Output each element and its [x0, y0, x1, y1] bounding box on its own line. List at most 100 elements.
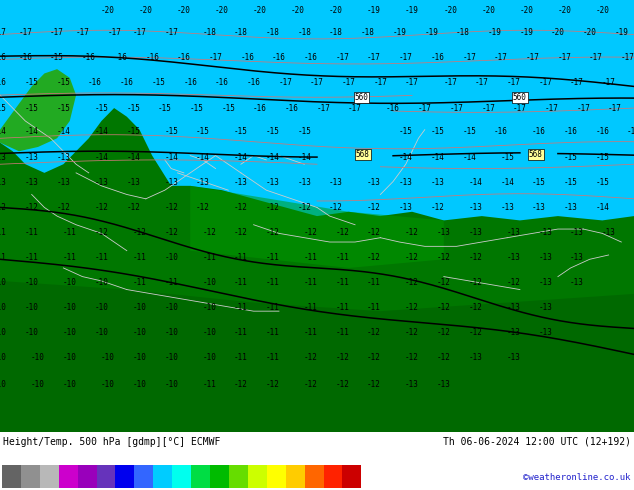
Text: -17: -17	[513, 103, 527, 113]
Text: -13: -13	[507, 228, 521, 237]
Text: -20: -20	[583, 28, 597, 37]
Text: -11: -11	[0, 253, 7, 262]
Text: -12: -12	[25, 203, 39, 212]
Text: -12: -12	[94, 228, 108, 237]
Text: -11: -11	[164, 278, 178, 287]
Text: -15: -15	[221, 103, 235, 113]
Text: -11: -11	[202, 380, 216, 389]
Text: -15: -15	[266, 127, 280, 136]
Text: -12: -12	[234, 228, 248, 237]
Text: -17: -17	[450, 103, 463, 113]
Text: -17: -17	[475, 77, 489, 87]
Text: -15: -15	[0, 103, 7, 113]
Bar	[342, 465, 361, 488]
Text: -15: -15	[190, 103, 204, 113]
Text: -16: -16	[304, 53, 318, 62]
Text: -15: -15	[50, 53, 64, 62]
Text: -10: -10	[94, 278, 108, 287]
Text: -18: -18	[266, 28, 280, 37]
Bar	[77, 465, 96, 488]
Text: -20: -20	[253, 6, 267, 15]
Bar	[40, 465, 59, 488]
Text: -17: -17	[335, 53, 349, 62]
Text: -12: -12	[196, 203, 210, 212]
Text: -13: -13	[538, 278, 552, 287]
Text: -11: -11	[63, 253, 77, 262]
Text: -12: -12	[437, 278, 451, 287]
Text: -12: -12	[367, 380, 381, 389]
Text: -11: -11	[25, 228, 39, 237]
Text: -16: -16	[386, 103, 400, 113]
Text: -15: -15	[234, 127, 248, 136]
Text: -12: -12	[126, 203, 140, 212]
Bar	[210, 465, 229, 488]
Text: -10: -10	[94, 328, 108, 337]
Text: -11: -11	[367, 278, 381, 287]
Text: -17: -17	[316, 103, 330, 113]
Text: -15: -15	[532, 153, 546, 162]
Text: -15: -15	[196, 127, 210, 136]
Text: -12: -12	[329, 203, 343, 212]
Text: -13: -13	[500, 203, 514, 212]
Text: -13: -13	[56, 153, 70, 162]
Text: -13: -13	[507, 353, 521, 362]
Text: -20: -20	[139, 6, 153, 15]
Text: -11: -11	[234, 303, 248, 312]
Text: -16: -16	[82, 53, 96, 62]
Text: -17: -17	[373, 77, 387, 87]
Text: -16: -16	[120, 77, 134, 87]
Text: -20: -20	[519, 6, 533, 15]
Text: -17: -17	[209, 53, 223, 62]
Text: -17: -17	[107, 28, 121, 37]
Text: -15: -15	[595, 178, 609, 187]
Text: -10: -10	[63, 353, 77, 362]
Text: 560: 560	[513, 93, 527, 102]
Text: -17: -17	[538, 77, 552, 87]
Text: -11: -11	[266, 253, 280, 262]
Text: -15: -15	[462, 127, 476, 136]
Text: -13: -13	[532, 203, 546, 212]
Bar	[21, 465, 40, 488]
Text: -15: -15	[399, 127, 413, 136]
Text: -12: -12	[56, 203, 70, 212]
Text: -17: -17	[589, 53, 603, 62]
Text: -11: -11	[234, 278, 248, 287]
Text: -12: -12	[335, 353, 349, 362]
Text: -10: -10	[202, 303, 216, 312]
Text: -15: -15	[564, 153, 578, 162]
Text: -13: -13	[538, 228, 552, 237]
Text: -16: -16	[0, 53, 7, 62]
Text: -19: -19	[488, 28, 501, 37]
Text: -16: -16	[113, 53, 127, 62]
Text: -10: -10	[25, 328, 39, 337]
Text: -13: -13	[538, 303, 552, 312]
Text: -18: -18	[329, 28, 343, 37]
Text: -13: -13	[399, 203, 413, 212]
Text: 568: 568	[356, 150, 370, 159]
Polygon shape	[190, 186, 444, 268]
Text: -11: -11	[0, 228, 7, 237]
Text: -14: -14	[469, 178, 482, 187]
Text: -17: -17	[526, 53, 540, 62]
Text: -16: -16	[627, 127, 634, 136]
Text: -12: -12	[469, 278, 482, 287]
Text: ©weatheronline.co.uk: ©weatheronline.co.uk	[523, 473, 631, 482]
Text: -14: -14	[126, 153, 140, 162]
Text: -15: -15	[532, 178, 546, 187]
Text: -12: -12	[266, 228, 280, 237]
Text: -10: -10	[101, 380, 115, 389]
Text: -13: -13	[126, 178, 140, 187]
Text: -11: -11	[335, 328, 349, 337]
Text: -13: -13	[405, 380, 419, 389]
Text: -12: -12	[405, 353, 419, 362]
Text: -13: -13	[469, 228, 482, 237]
Text: -12: -12	[367, 228, 381, 237]
Text: -17: -17	[399, 53, 413, 62]
Text: -16: -16	[285, 103, 299, 113]
Text: -12: -12	[234, 380, 248, 389]
Text: -20: -20	[329, 6, 343, 15]
Polygon shape	[0, 69, 76, 151]
Text: -12: -12	[405, 328, 419, 337]
Text: -17: -17	[545, 103, 559, 113]
Text: -13: -13	[430, 178, 444, 187]
